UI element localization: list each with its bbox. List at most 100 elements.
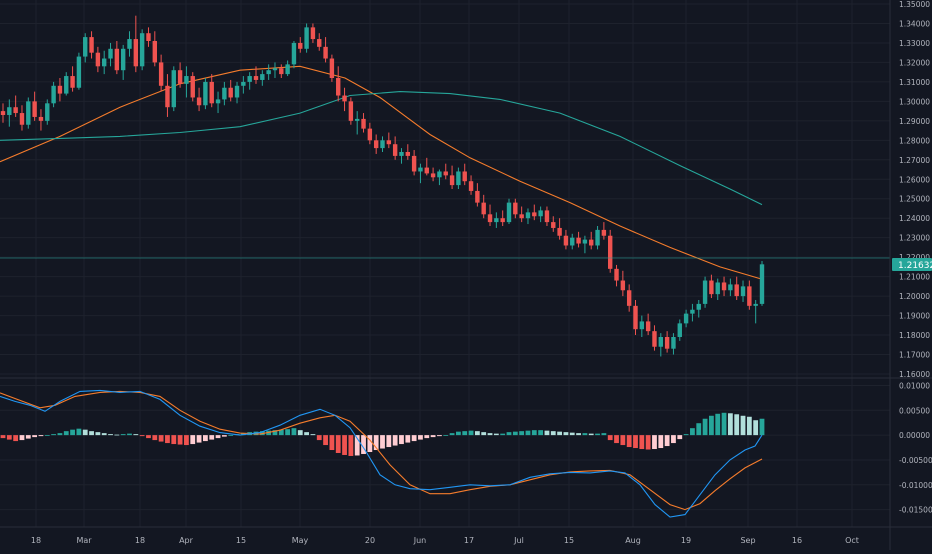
macd-histogram-bar (709, 415, 714, 436)
macd-histogram-bar (386, 435, 392, 448)
candle-body (443, 171, 448, 176)
macd-axis[interactable]: 0.01000 0.00500 0.00000 -0.00500 -0.01000 -0.… (899, 381, 932, 514)
macd-histogram-bar (721, 412, 727, 436)
macd-histogram-bar (702, 418, 708, 436)
candle-body (557, 227, 562, 236)
candle-body (418, 167, 423, 172)
macd-histogram-bar (531, 430, 537, 436)
macd-histogram-bar (525, 430, 531, 436)
candle-body (304, 27, 309, 49)
candle-body (38, 116, 44, 121)
candle-body (652, 331, 657, 347)
candle-body (108, 48, 113, 59)
candle-body (626, 290, 632, 306)
macd-histogram-bar (361, 435, 366, 454)
macd-tick-label: 0.00000 (899, 431, 930, 440)
moving-average-lines (0, 65, 763, 280)
candle-body (411, 155, 417, 172)
candle-body (456, 171, 461, 186)
macd-tick-label: 0.01000 (899, 381, 930, 390)
candle-body (196, 97, 202, 106)
price-tick-label: 1.25000 (899, 195, 930, 204)
candle-body (76, 56, 82, 88)
candle-body (721, 282, 727, 291)
candle-body (228, 87, 233, 98)
macd-histogram-bar (443, 435, 449, 436)
macd-histogram-bar (13, 435, 19, 442)
candle-body (380, 140, 385, 149)
macd-histogram-bar (304, 432, 309, 436)
price-tick-label: 1.34000 (899, 19, 930, 28)
macd-histogram-bar (139, 435, 145, 437)
macd-histogram-bar (6, 435, 12, 440)
candle-body (513, 202, 518, 215)
macd-histogram-bar (177, 435, 183, 445)
macd-histogram-bar (367, 435, 373, 453)
candle-body (177, 70, 183, 84)
candle-body (747, 286, 752, 306)
macd-histogram-bar (133, 434, 139, 436)
candle-body (209, 81, 214, 104)
macd-histogram-bar (544, 430, 550, 436)
macd-histogram-bar (152, 435, 158, 441)
macd-histogram-bar (474, 431, 480, 436)
candle-body (253, 76, 259, 80)
macd-histogram-bar (108, 434, 113, 436)
macd-histogram-bar (690, 428, 695, 436)
macd-line (0, 389, 763, 518)
candle-body (32, 101, 37, 117)
candle-body (532, 212, 537, 217)
candle-body (633, 305, 638, 330)
price-axis[interactable]: 1.35000 1.34000 1.33000 1.32000 1.31000 1.300… (899, 0, 930, 379)
candle-body (120, 48, 126, 71)
candle-body (683, 313, 689, 324)
candle-body (45, 103, 50, 121)
moving-average-line (0, 65, 761, 280)
candle-body (26, 101, 31, 125)
candle-body (57, 85, 63, 94)
price-tick-label: 1.20000 (899, 292, 930, 301)
price-tick-label: 1.29000 (899, 117, 930, 126)
time-tick-label: Sep (740, 536, 755, 545)
macd-histogram-bar (582, 433, 588, 436)
macd-histogram-bar (569, 432, 575, 436)
macd-histogram-bar (696, 423, 702, 436)
candle-body (639, 321, 645, 330)
candle-body (544, 210, 550, 223)
macd-tick-label: 0.00500 (899, 406, 930, 415)
time-tick-label: 16 (792, 536, 802, 545)
price-tick-label: 1.32000 (899, 58, 930, 67)
candle-body (614, 268, 619, 281)
macd-histogram-bar (335, 435, 341, 453)
macd-histogram-bar (342, 435, 347, 455)
candle-body (203, 81, 208, 106)
candle-body (645, 321, 651, 332)
candle-body (582, 239, 588, 244)
candle-body (355, 118, 360, 121)
price-tick-label: 1.21000 (899, 273, 930, 282)
macd-histogram-bar (95, 432, 101, 436)
macd-histogram-bar (228, 435, 234, 436)
macd-histogram-bar (740, 415, 746, 436)
macd-histogram-bar (671, 435, 676, 444)
macd-histogram-bar (437, 435, 442, 437)
candle-body (272, 68, 278, 71)
candlesticks[interactable] (0, 15, 765, 357)
macd-histogram-bar (506, 432, 512, 436)
price-tick-label: 1.27000 (899, 156, 930, 165)
candle-body (728, 284, 733, 291)
price-tick-label: 1.16000 (899, 370, 930, 379)
time-tick-label: May (292, 536, 309, 545)
candle-body (519, 214, 524, 219)
price-tick-label: 1.31000 (899, 78, 930, 87)
price-tick-label: 1.22000 (899, 253, 930, 262)
candle-body (7, 107, 12, 115)
candle-body (373, 140, 379, 149)
time-axis[interactable]: 18 Mar 18 Apr 15 May 20 Jun 17 Jul 15 Aug 19 Sep 16 Oct (31, 536, 859, 545)
candle-body (285, 64, 290, 75)
candle-body (114, 48, 120, 71)
time-tick-label: Mar (76, 536, 92, 545)
macd-histogram-bar (652, 435, 657, 450)
price-tick-label: 1.24000 (899, 214, 930, 223)
